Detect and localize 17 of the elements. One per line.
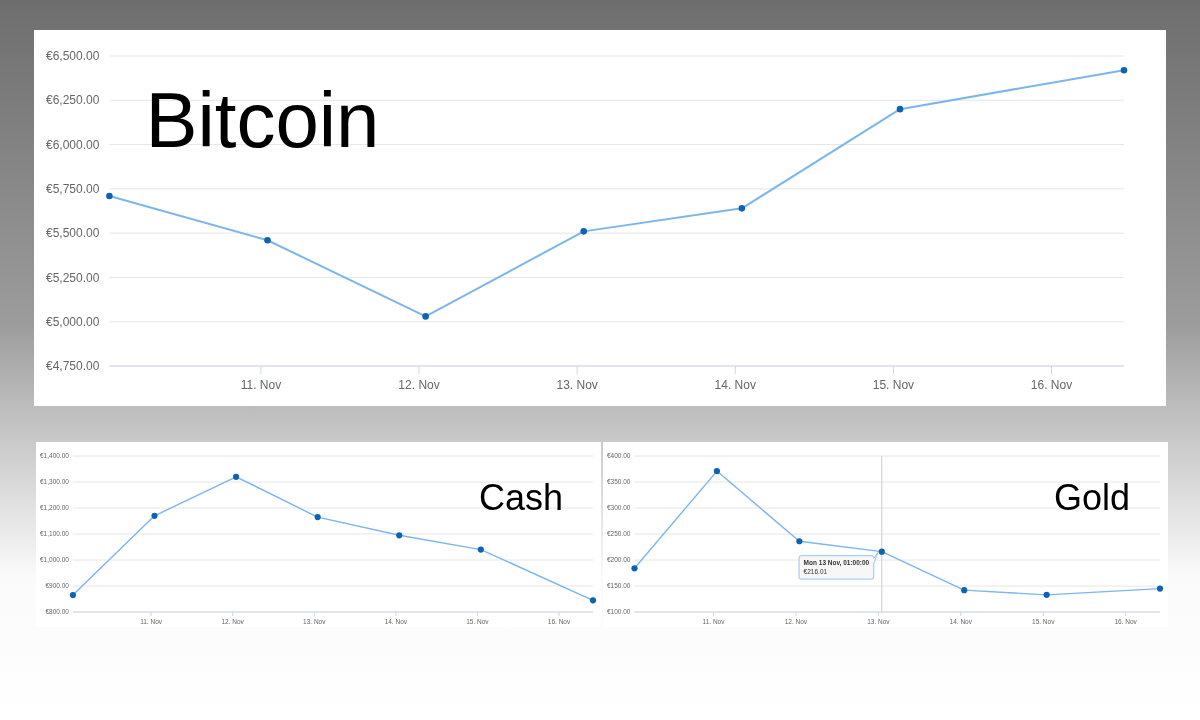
chart-title: Bitcoin xyxy=(145,76,380,164)
x-tick-label: 13. Nov xyxy=(556,378,598,393)
x-tick-label: 16. Nov xyxy=(1030,378,1073,393)
x-tick-label: 15. Nov xyxy=(872,378,915,393)
text: Cash xyxy=(478,477,563,518)
y-tick-label: €5,000.00 xyxy=(45,314,100,329)
y-tick-label: €6,500.00 xyxy=(45,49,100,64)
text: Gold xyxy=(1053,477,1130,518)
y-tick-label: €6,250.00 xyxy=(45,93,100,108)
y-tick-label: €4,750.00 xyxy=(45,359,100,374)
y-tick-label: €5,500.00 xyxy=(45,226,100,241)
x-tick-label: 12. Nov xyxy=(398,378,440,393)
y-tick-label: €6,000.00 xyxy=(45,137,100,152)
y-tick-label: €5,750.00 xyxy=(45,182,100,197)
x-tick-label: 14. Nov xyxy=(714,378,756,393)
x-tick-label: 11. Nov xyxy=(240,378,282,393)
y-tick-label: €5,250.00 xyxy=(45,270,100,285)
